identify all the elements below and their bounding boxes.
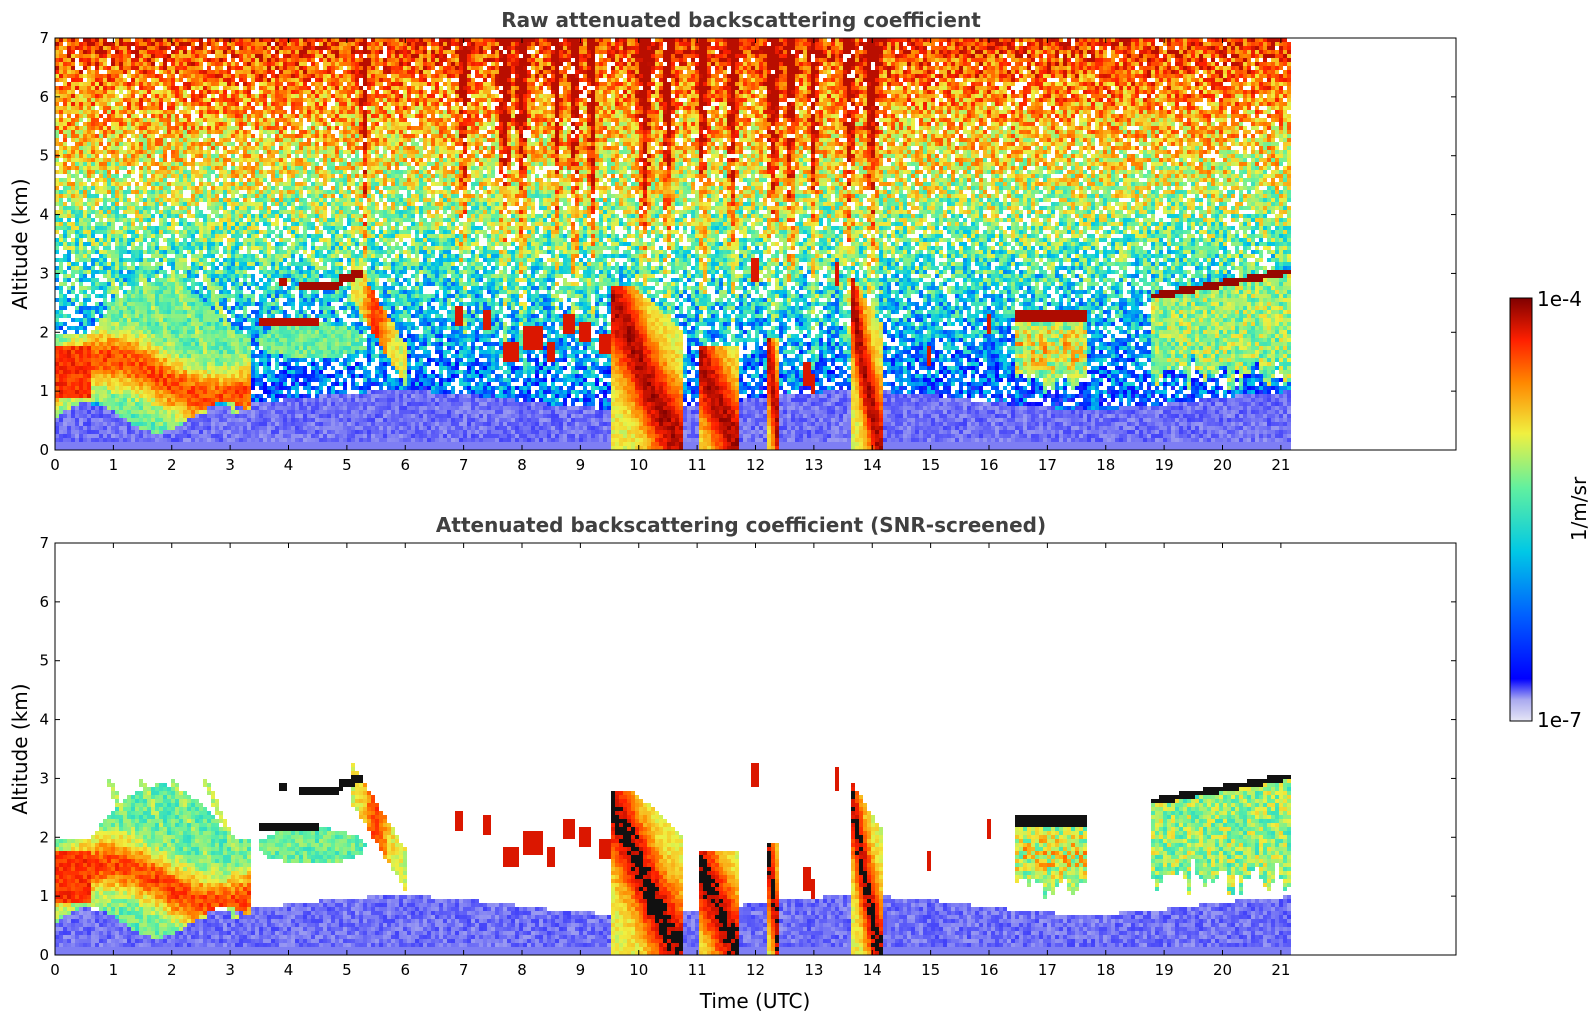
- x-tick-label: 15: [921, 961, 940, 979]
- x-tick-label: 5: [342, 456, 352, 474]
- x-tick-label: 1: [109, 456, 119, 474]
- panel-raw: Raw attenuated backscattering coefficien…: [8, 8, 1456, 474]
- y-axis-label: Altitude (km): [8, 178, 32, 309]
- chart-title: Raw attenuated backscattering coefficien…: [501, 8, 981, 32]
- x-tick-label: 7: [459, 456, 469, 474]
- x-tick-label: 13: [804, 456, 823, 474]
- x-tick-label: 10: [629, 961, 648, 979]
- colorbar-max-label: 1e-4: [1537, 287, 1582, 311]
- chart-title: Attenuated backscattering coefficient (S…: [436, 513, 1046, 537]
- colorbar-gradient: [1510, 298, 1532, 721]
- x-tick-label: 1: [109, 961, 119, 979]
- x-tick-label: 17: [1038, 456, 1057, 474]
- x-tick-label: 12: [746, 456, 765, 474]
- x-tick-label: 11: [688, 961, 707, 979]
- y-tick-label: 5: [39, 147, 49, 165]
- x-tick-label: 0: [50, 456, 60, 474]
- x-tick-label: 18: [1096, 961, 1115, 979]
- x-tick-label: 9: [576, 961, 586, 979]
- panel-screened: Attenuated backscattering coefficient (S…: [8, 513, 1456, 1013]
- heatmap: [55, 38, 1291, 450]
- y-tick-label: 7: [39, 29, 49, 47]
- x-tick-label: 18: [1096, 456, 1115, 474]
- x-tick-label: 4: [284, 456, 294, 474]
- x-tick-label: 21: [1271, 961, 1290, 979]
- x-tick-label: 3: [225, 961, 235, 979]
- x-tick-label: 4: [284, 961, 294, 979]
- x-tick-label: 11: [688, 456, 707, 474]
- y-tick-label: 1: [39, 887, 49, 905]
- y-tick-label: 2: [39, 323, 49, 341]
- x-tick-label: 16: [979, 456, 998, 474]
- x-tick-label: 0: [50, 961, 60, 979]
- y-tick-label: 6: [39, 593, 49, 611]
- y-tick-label: 3: [39, 264, 49, 282]
- y-tick-label: 4: [39, 711, 49, 729]
- x-tick-label: 6: [400, 456, 410, 474]
- colorbar: 1e-4 1e-7 1/m/sr: [1510, 287, 1591, 732]
- x-tick-label: 8: [517, 456, 527, 474]
- heatmap: [55, 763, 1291, 955]
- x-tick-label: 5: [342, 961, 352, 979]
- y-tick-label: 5: [39, 652, 49, 670]
- x-tick-label: 13: [804, 961, 823, 979]
- x-tick-label: 10: [629, 456, 648, 474]
- y-tick-label: 0: [39, 441, 49, 459]
- x-tick-label: 19: [1155, 456, 1174, 474]
- y-tick-label: 0: [39, 946, 49, 964]
- x-axis-label: Time (UTC): [699, 989, 811, 1013]
- x-tick-label: 8: [517, 961, 527, 979]
- x-tick-label: 12: [746, 961, 765, 979]
- x-tick-label: 9: [576, 456, 586, 474]
- x-tick-label: 14: [863, 456, 882, 474]
- x-tick-label: 16: [979, 961, 998, 979]
- colorbar-label: 1/m/sr: [1567, 476, 1591, 541]
- x-tick-label: 17: [1038, 961, 1057, 979]
- x-tick-label: 7: [459, 961, 469, 979]
- x-tick-label: 3: [225, 456, 235, 474]
- y-tick-label: 6: [39, 88, 49, 106]
- x-tick-label: 14: [863, 961, 882, 979]
- y-tick-label: 4: [39, 206, 49, 224]
- figure: Raw attenuated backscattering coefficien…: [0, 0, 1595, 1020]
- x-tick-label: 2: [167, 456, 177, 474]
- x-tick-label: 15: [921, 456, 940, 474]
- x-tick-label: 6: [400, 961, 410, 979]
- plot-frame: [55, 543, 1456, 955]
- y-tick-label: 1: [39, 382, 49, 400]
- x-tick-label: 20: [1213, 961, 1232, 979]
- x-tick-label: 21: [1271, 456, 1290, 474]
- y-tick-label: 2: [39, 828, 49, 846]
- y-tick-label: 3: [39, 769, 49, 787]
- colorbar-min-label: 1e-7: [1537, 708, 1582, 732]
- x-tick-label: 20: [1213, 456, 1232, 474]
- y-tick-label: 7: [39, 534, 49, 552]
- y-axis-label: Altitude (km): [8, 683, 32, 814]
- x-tick-label: 2: [167, 961, 177, 979]
- x-tick-label: 19: [1155, 961, 1174, 979]
